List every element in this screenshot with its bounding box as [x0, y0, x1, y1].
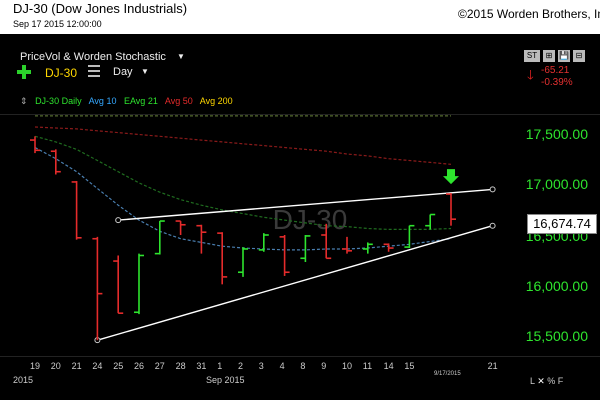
x-month-label: Sep 2015 [206, 375, 245, 385]
y-tick-label: 15,500.00 [525, 328, 588, 344]
x-tick-label: 10 [342, 361, 353, 371]
x-tick-label: 20 [50, 361, 61, 371]
divider [0, 356, 600, 357]
price-bar [404, 224, 415, 249]
trendline [118, 188, 493, 221]
price-bar [50, 149, 61, 175]
divider [0, 114, 600, 115]
price-bar [30, 136, 40, 154]
price-bar [113, 255, 124, 314]
legend-item: Avg 10 [88, 96, 117, 106]
percent-scale-option[interactable]: % [547, 376, 556, 386]
x-tick-label: 24 [92, 361, 103, 371]
x-tick-label: 21 [487, 361, 498, 371]
symbol-label[interactable]: DJ-30 [45, 66, 78, 80]
down-arrow-icon: 🡓 [527, 67, 534, 82]
last-price-label: 16,674.74 [527, 214, 597, 234]
chart-legend: ⇕ DJ-30 Daily Avg 10 EAvg 21 Avg 50 Avg … [20, 96, 238, 107]
x-tick-label: 28 [175, 361, 186, 371]
x-tick-label: 9 [321, 361, 327, 371]
moving-average-line [34, 146, 452, 251]
x-tick-label: 2 [238, 361, 244, 371]
trendline-handle [115, 217, 122, 224]
study-selector[interactable]: PriceVol & Worden Stochastic [20, 51, 166, 63]
copyright-text: ©2015 Worden Brothers, Inc [458, 7, 600, 21]
change-percent: -0.39% [541, 77, 573, 88]
legend-item: Avg 50 [164, 96, 193, 106]
y-tick-label: 16,000.00 [525, 278, 588, 294]
legend-item: DJ-30 Daily [35, 96, 82, 106]
add-symbol-icon[interactable] [17, 65, 31, 79]
moving-average-line [34, 126, 452, 165]
save-icon[interactable]: 💾 [558, 50, 570, 62]
x-date-label: 9/17/2015 [434, 371, 461, 377]
price-bar [196, 224, 207, 254]
chart-tools: ST ⊞ 💾 ⊟ [524, 50, 600, 64]
menu-icon[interactable] [88, 65, 100, 77]
grid-icon[interactable]: ⊞ [543, 50, 555, 62]
price-bar [279, 235, 290, 276]
st-button[interactable]: ST [524, 50, 540, 62]
trendline-handle [489, 222, 496, 229]
price-bar [425, 213, 436, 230]
linear-scale-option[interactable]: L [530, 376, 535, 386]
price-bar [92, 236, 103, 341]
x-tick-label: 11 [362, 361, 373, 371]
y-tick-label: 17,000.00 [525, 176, 588, 192]
period-selector[interactable]: Day [113, 66, 133, 78]
chevron-down-icon[interactable]: ▼ [177, 52, 185, 61]
change-value: -65.21 [541, 65, 570, 76]
log-scale-option[interactable]: ✕ [537, 376, 545, 386]
fit-scale-option[interactable]: F [557, 376, 564, 386]
x-tick-label: 4 [279, 361, 285, 371]
price-bar [321, 223, 332, 260]
price-bar [134, 253, 144, 315]
price-bar [383, 243, 394, 252]
x-tick-label: 19 [30, 361, 41, 371]
price-bar [71, 181, 82, 240]
x-tick-label: 21 [71, 361, 82, 371]
x-tick-label: 27 [154, 361, 165, 371]
price-bar [258, 233, 269, 252]
symbol-row: DJ-30 Day ▼ [0, 62, 600, 90]
x-tick-label: 15 [404, 361, 415, 371]
study-row: PriceVol & Worden Stochastic ▼ [0, 34, 600, 63]
x-tick-label: 26 [134, 361, 145, 371]
trendline-handle [489, 186, 496, 193]
price-bar [217, 232, 228, 285]
x-tick-label: 31 [196, 361, 207, 371]
legend-item: Avg 200 [199, 96, 233, 106]
price-change: -65.21 -0.39% [541, 65, 573, 89]
y-tick-label: 17,500.00 [525, 126, 588, 142]
x-tick-label: 8 [300, 361, 306, 371]
price-bar [446, 193, 456, 226]
price-bar [362, 242, 373, 254]
x-tick-label: 14 [383, 361, 394, 371]
legend-item: EAvg 21 [123, 96, 158, 106]
chevron-down-icon[interactable]: ▼ [141, 67, 149, 76]
watermark: DJ-30 [273, 204, 348, 235]
legend-arrows-icon: ⇕ [20, 96, 28, 106]
x-tick-label: 25 [113, 361, 124, 371]
price-bar [342, 236, 352, 254]
price-bar [175, 220, 186, 235]
layout-icon[interactable]: ⊟ [573, 50, 585, 62]
x-tick-label: 3 [258, 361, 264, 371]
price-bar [238, 247, 248, 277]
price-bar [300, 235, 311, 262]
signal-arrow-icon [443, 169, 459, 185]
x-tick-label: 1 [217, 361, 223, 371]
scale-options: L ✕ % F [530, 376, 563, 387]
price-bar [154, 220, 165, 255]
title-bar: DJ-30 (Dow Jones Industrials) Sep 17 201… [0, 0, 600, 34]
moving-average-line [34, 135, 452, 230]
trendline [97, 225, 493, 341]
x-year-label: 2015 [13, 375, 34, 385]
window-title: DJ-30 (Dow Jones Industrials) [13, 1, 188, 16]
chart-datetime: Sep 17 2015 12:00:00 [13, 19, 102, 29]
